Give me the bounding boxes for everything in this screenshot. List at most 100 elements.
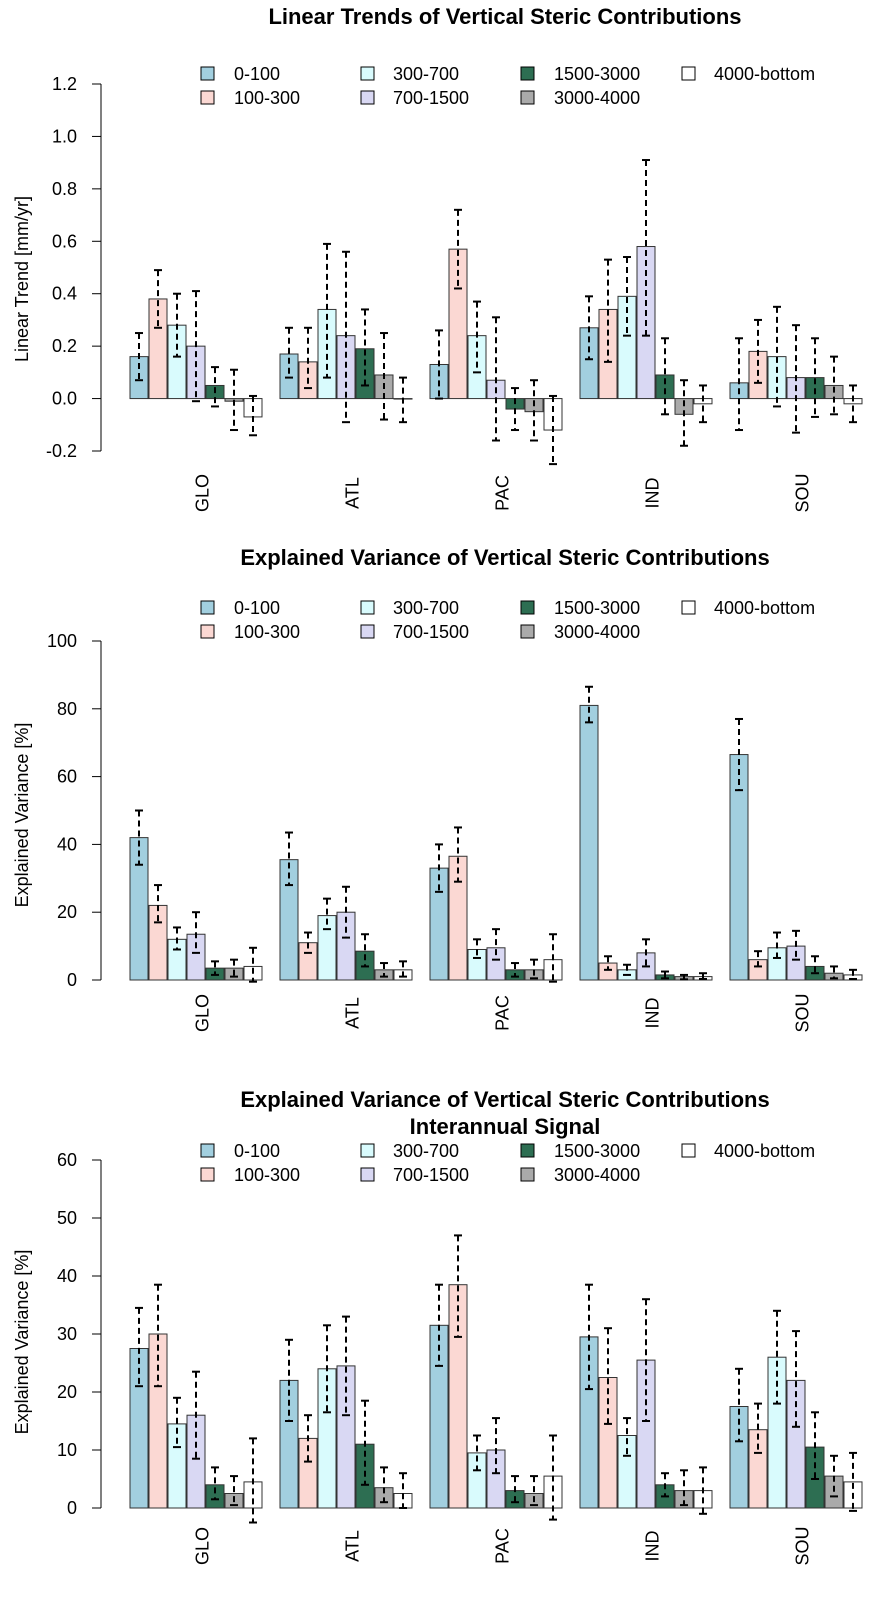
- bar-pac-100-300: [448, 855, 468, 981]
- legend-item-300-700: 300-700: [360, 64, 459, 84]
- panel2-plot-area: 0 20 40 60 80 100 GLO ATL PAC IND SOU: [47, 631, 863, 1033]
- legend-label: 3000-4000: [554, 88, 640, 108]
- panel-linear-trends: Linear Trends of Vertical Steric Contrib…: [12, 4, 863, 513]
- category-label-atl: ATL: [343, 477, 363, 509]
- legend-swatch: [520, 1167, 535, 1182]
- legend-label: 4000-bottom: [714, 64, 815, 84]
- legend-item-100-300: 100-300: [200, 88, 300, 108]
- y-tick-label: 20: [57, 1382, 77, 1402]
- bar-pac-300-700: [467, 1452, 487, 1509]
- y-tick-label: 20: [57, 902, 77, 922]
- legend-swatch: [200, 624, 215, 639]
- legend-swatch: [360, 624, 375, 639]
- legend-swatch: [681, 1143, 696, 1158]
- category-label-atl: ATL: [343, 997, 363, 1029]
- legend-label: 1500-3000: [554, 1141, 640, 1161]
- category-label-pac: PAC: [493, 475, 513, 511]
- legend-label: 300-700: [393, 598, 459, 618]
- bar-ind-100-300: [598, 1377, 618, 1509]
- y-tick-label: 30: [57, 1324, 77, 1344]
- y-tick-label: 0.4: [52, 284, 77, 304]
- bar-pac-4000-bottom: [543, 398, 563, 431]
- legend-item-1500-3000: 1500-3000: [520, 1141, 640, 1161]
- legend-item-100-300: 100-300: [200, 1165, 300, 1185]
- y-tick-label: 40: [57, 834, 77, 854]
- panel3-title: Explained Variance of Vertical Steric Co…: [240, 1087, 769, 1112]
- legend-item-700-1500: 700-1500: [360, 88, 469, 108]
- legend-swatch: [520, 600, 535, 615]
- bar-ind-100-300: [598, 962, 618, 981]
- y-tick-label: 100: [47, 631, 77, 651]
- category-label-pac: PAC: [493, 995, 513, 1031]
- legend-item-4000-bottom: 4000-bottom: [681, 598, 815, 618]
- category-label-glo: GLO: [193, 1527, 213, 1565]
- category-label-ind: IND: [643, 998, 663, 1029]
- bar-ind-300-700: [617, 295, 637, 400]
- bar-ind-0-100: [579, 704, 599, 981]
- panel3-y-axis-title: Explained Variance [%]: [12, 1250, 32, 1435]
- bar-glo-100-300: [148, 1333, 168, 1509]
- y-tick-label: 0.2: [52, 336, 77, 356]
- legend-item-3000-4000: 3000-4000: [520, 1165, 640, 1185]
- panel3-plot-area: 0 10 20 30 40 50 60 GLO ATL PAC IND SOU: [57, 1150, 863, 1566]
- bar-sou-0-100: [729, 754, 749, 981]
- legend-label: 1500-3000: [554, 64, 640, 84]
- legend-swatch: [360, 600, 375, 615]
- y-tick-label: 1.2: [52, 74, 77, 94]
- y-tick-label: 10: [57, 1440, 77, 1460]
- category-label-pac: PAC: [493, 1528, 513, 1564]
- legend-item-4000-bottom: 4000-bottom: [681, 1141, 815, 1161]
- y-tick-label: 60: [57, 1150, 77, 1170]
- legend-swatch: [520, 1143, 535, 1158]
- legend-item-3000-4000: 3000-4000: [520, 88, 640, 108]
- bar-atl-700-1500: [336, 1365, 356, 1509]
- bar-glo-300-700: [167, 938, 187, 981]
- legend-item-4000-bottom: 4000-bottom: [681, 64, 815, 84]
- y-tick-label: 60: [57, 767, 77, 787]
- legend-swatch: [200, 66, 215, 81]
- bar-atl-300-700: [317, 915, 337, 981]
- legend-swatch: [200, 1167, 215, 1182]
- legend-label: 0-100: [234, 64, 280, 84]
- legend-label: 100-300: [234, 1165, 300, 1185]
- bar-atl-0-100: [279, 859, 299, 981]
- bar-glo-700-1500: [186, 933, 206, 981]
- y-tick-label: -0.2: [46, 441, 77, 461]
- category-label-glo: GLO: [193, 994, 213, 1032]
- y-tick-label: 50: [57, 1208, 77, 1228]
- bar-sou-300-700: [767, 1356, 787, 1509]
- category-label-sou: SOU: [793, 1526, 813, 1565]
- y-tick-label: 0.0: [52, 389, 77, 409]
- bar-pac-0-100: [429, 1324, 449, 1509]
- panel3-subtitle: Interannual Signal: [410, 1114, 601, 1139]
- panel-explained-variance-interannual: Explained Variance of Vertical Steric Co…: [12, 1087, 863, 1566]
- panel3-legend: 0-100 100-300 300-700 700-1500 1500-3000…: [200, 1141, 815, 1185]
- panel2-y-axis-title: Explained Variance [%]: [12, 723, 32, 908]
- legend-swatch: [200, 1143, 215, 1158]
- legend-label: 300-700: [393, 1141, 459, 1161]
- bar-pac-700-1500: [486, 947, 506, 981]
- panel1-plot-area: -0.2 0.0 0.2 0.4 0.6 0.8 1.0 1.2 GLO ATL PAC IND SOU: [46, 74, 863, 513]
- legend-item-700-1500: 700-1500: [360, 622, 469, 642]
- bar-sou-0-100: [729, 1406, 749, 1509]
- legend-label: 700-1500: [393, 88, 469, 108]
- bar-ind-0-100: [579, 1336, 599, 1509]
- category-label-ind: IND: [643, 478, 663, 509]
- category-label-atl: ATL: [343, 1530, 363, 1562]
- bar-sou-700-1500: [786, 1379, 806, 1509]
- category-label-sou: SOU: [793, 473, 813, 512]
- legend-item-1500-3000: 1500-3000: [520, 64, 640, 84]
- panel-explained-variance: Explained Variance of Vertical Steric Co…: [12, 545, 863, 1033]
- legend-label: 0-100: [234, 598, 280, 618]
- legend-item-0-100: 0-100: [200, 64, 280, 84]
- panel2-title: Explained Variance of Vertical Steric Co…: [240, 545, 769, 570]
- category-label-ind: IND: [643, 1531, 663, 1562]
- legend-item-0-100: 0-100: [200, 1141, 280, 1161]
- legend-label: 700-1500: [393, 1165, 469, 1185]
- panel1-y-axis-title: Linear Trend [mm/yr]: [12, 196, 32, 362]
- legend-item-300-700: 300-700: [360, 1141, 459, 1161]
- legend-label: 300-700: [393, 64, 459, 84]
- legend-label: 4000-bottom: [714, 1141, 815, 1161]
- legend-item-3000-4000: 3000-4000: [520, 622, 640, 642]
